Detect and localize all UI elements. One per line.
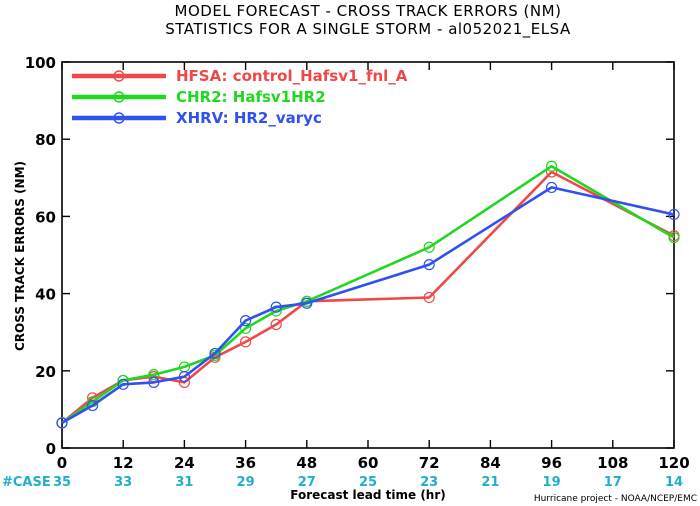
- series-point-2: [86, 399, 99, 412]
- y-tick-label: 40: [35, 286, 56, 304]
- y-axis-label: CROSS TRACK ERRORS (NM): [13, 161, 27, 351]
- series-point-1: [148, 369, 160, 381]
- x-tick-label: 84: [480, 454, 501, 472]
- series-point-1: [240, 322, 252, 334]
- series-point-2: [545, 181, 558, 194]
- series-point-0: [240, 336, 252, 348]
- legend-entry-0: HFSA: control_Hafsv1_fnl_A: [176, 67, 408, 85]
- case-count: 21: [481, 475, 499, 490]
- series-point-2: [117, 378, 129, 390]
- x-axis-label: Forecast lead time (hr): [290, 488, 446, 502]
- x-tick-label: 72: [419, 454, 440, 472]
- series-line-2: [61, 186, 675, 425]
- x-tick-label: 24: [174, 454, 195, 472]
- series-point-2: [56, 417, 68, 429]
- series-line-1: [61, 164, 675, 424]
- y-tick-label: 20: [35, 363, 56, 381]
- case-count: 25: [359, 475, 377, 490]
- case-count: 35: [53, 475, 71, 490]
- series-point-1: [668, 232, 680, 244]
- x-tick-label: 108: [597, 454, 628, 472]
- y-tick-label: 60: [35, 208, 56, 226]
- x-tick-label: 120: [658, 454, 689, 472]
- legend-marker-0: [113, 70, 125, 82]
- y-tick-label: 0: [46, 440, 56, 458]
- series-point-2: [240, 315, 252, 327]
- legend-entry-2: XHRV: HR2_varyc: [176, 109, 322, 127]
- series-point-2: [148, 376, 160, 388]
- x-tick-label: 60: [358, 454, 379, 472]
- legend-marker-1: [113, 91, 125, 103]
- case-count: 27: [298, 475, 316, 490]
- series-point-2: [301, 297, 313, 309]
- case-count: 14: [665, 475, 683, 490]
- series-point-0: [270, 318, 282, 331]
- series-point-1: [423, 241, 435, 253]
- x-tick-label: 48: [296, 454, 317, 472]
- case-count: 31: [175, 475, 193, 490]
- chart-subtitle: STATISTICS FOR A SINGLE STORM - al052021…: [165, 20, 571, 39]
- series-point-2: [178, 370, 190, 383]
- case-row-label: #CASE: [2, 475, 51, 490]
- series-point-2: [270, 301, 282, 313]
- case-count: 19: [543, 475, 561, 490]
- x-tick-label: 12: [113, 454, 134, 472]
- series-point-2: [423, 259, 435, 271]
- case-count: 33: [114, 475, 132, 490]
- case-count: 23: [420, 475, 438, 490]
- y-tick-label: 80: [35, 131, 56, 149]
- series-line-0: [61, 170, 675, 424]
- case-count: 29: [237, 475, 255, 490]
- series-point-1: [545, 160, 558, 172]
- x-tick-label: 36: [235, 454, 256, 472]
- legend-marker-2: [113, 112, 125, 124]
- series-point-2: [668, 208, 680, 221]
- x-tick-label: 96: [541, 454, 562, 472]
- credit-text: Hurricane project - NOAA/NCEP/EMC: [534, 494, 697, 504]
- case-count: 17: [604, 475, 622, 490]
- y-tick-label: 100: [25, 54, 56, 72]
- series-point-2: [209, 347, 221, 360]
- x-tick-label: 0: [57, 454, 67, 472]
- legend-entry-1: CHR2: Hafsv1HR2: [176, 88, 326, 106]
- chart-title: MODEL FORECAST - CROSS TRACK ERRORS (NM): [175, 2, 562, 20]
- series-point-0: [423, 291, 435, 304]
